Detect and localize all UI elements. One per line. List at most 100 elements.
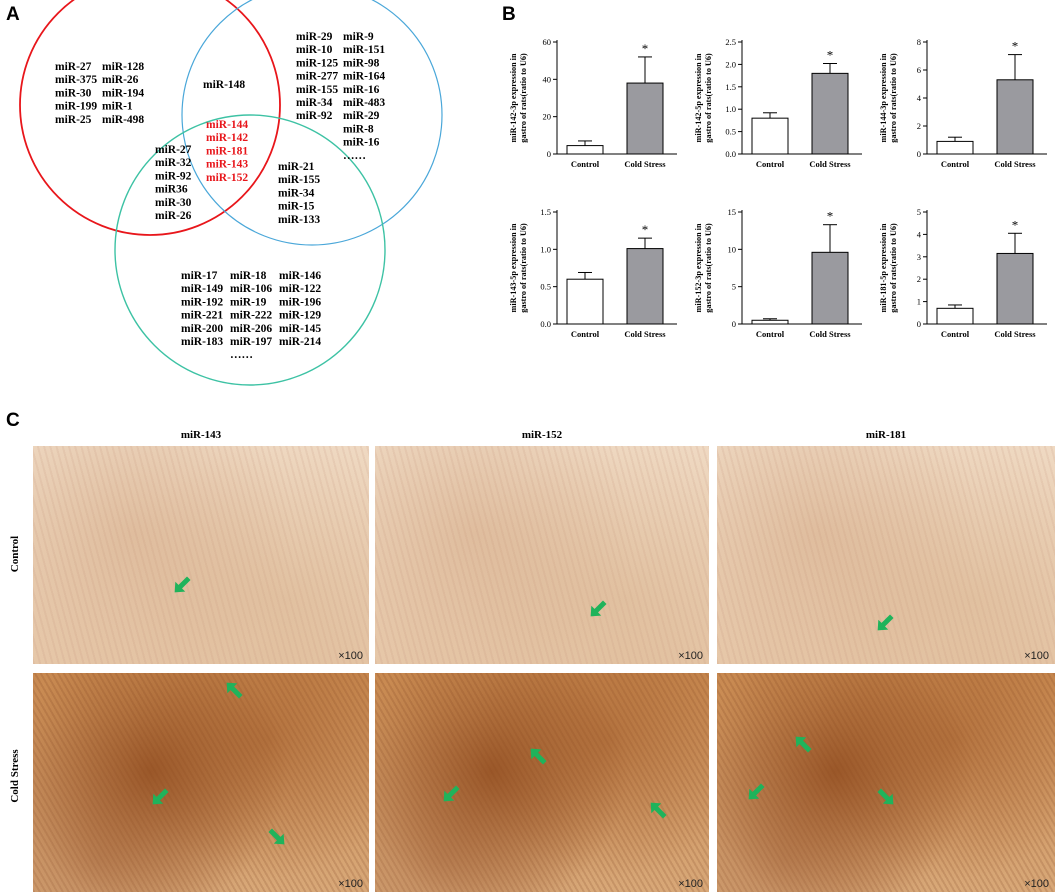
venn-circle-green bbox=[114, 114, 386, 386]
micrograph-control-mir-181: ×100 bbox=[717, 446, 1055, 664]
column-title-mir-143: miR-143 bbox=[180, 429, 222, 441]
venn-blue-only-item: …… bbox=[343, 150, 366, 162]
green-arrow-icon bbox=[650, 802, 667, 819]
venn-red-only-item: miR-25 bbox=[55, 114, 92, 126]
y-axis-label: miR-152-3p expression ingastro of rats(r… bbox=[694, 223, 713, 313]
venn-green-only-item: miR-214 bbox=[279, 336, 321, 348]
x-tick-label: Control bbox=[756, 159, 785, 169]
venn-shared-item: miR-181 bbox=[206, 145, 248, 157]
magnification-label: ×100 bbox=[338, 878, 363, 890]
venn-green-only-item: miR-197 bbox=[230, 336, 272, 348]
venn-red-green-item: miR36 bbox=[155, 184, 188, 196]
venn-green-only-item: miR-149 bbox=[181, 283, 223, 295]
y-tick-label: 4 bbox=[917, 93, 922, 103]
venn-blue-green-item: miR-155 bbox=[278, 174, 320, 186]
venn-green-only-item: miR-106 bbox=[230, 283, 272, 295]
venn-blue-only-item: miR-164 bbox=[343, 71, 385, 83]
venn-shared-item: miR-152 bbox=[206, 172, 248, 184]
venn-blue-only-item: miR-29 bbox=[343, 110, 380, 122]
column-title-mir-152: miR-152 bbox=[521, 429, 563, 441]
venn-red-only-item: miR-199 bbox=[55, 101, 97, 113]
green-arrow-icon bbox=[174, 576, 191, 593]
venn-shared-item: miR-144 bbox=[206, 119, 248, 131]
venn-green-only-item: miR-122 bbox=[279, 283, 321, 295]
venn-blue-only-item: miR-8 bbox=[343, 123, 374, 135]
venn-green-only-item: miR-221 bbox=[181, 310, 223, 322]
venn-red-only-item: miR-375 bbox=[55, 74, 97, 86]
y-tick-label: 5 bbox=[732, 282, 736, 292]
y-tick-label: 2.0 bbox=[725, 59, 736, 69]
y-tick-label: 0.0 bbox=[725, 149, 736, 159]
y-tick-label: 20 bbox=[543, 112, 552, 122]
x-tick-label: Control bbox=[941, 329, 970, 339]
x-tick-label: Cold Stress bbox=[809, 159, 851, 169]
y-axis-label: miR-181-5p expression ingastro of rats(r… bbox=[879, 223, 898, 313]
green-arrow-icon bbox=[748, 783, 765, 800]
significance-marker: * bbox=[1012, 39, 1019, 54]
y-tick-label: 60 bbox=[543, 37, 552, 47]
micrograph-cold-stress-mir-181: ×100 bbox=[717, 673, 1055, 892]
y-axis-label: miR-142-5p expression ingastro of rats(r… bbox=[694, 53, 713, 143]
row-label-cold-stress: Cold Stress bbox=[9, 749, 21, 803]
y-tick-label: 1 bbox=[917, 297, 921, 307]
panel-label-c: C bbox=[6, 410, 20, 431]
venn-green-only-item: miR-206 bbox=[230, 323, 272, 335]
bar-chart-6: miR-181-5p expression ingastro of rats(r… bbox=[875, 200, 1057, 375]
venn-blue-green-item: miR-15 bbox=[278, 201, 315, 213]
y-tick-label: 40 bbox=[543, 74, 552, 84]
y-tick-label: 0 bbox=[547, 149, 551, 159]
venn-green-only-item: miR-145 bbox=[279, 323, 321, 335]
significance-marker: * bbox=[1012, 217, 1019, 232]
y-tick-label: 5 bbox=[917, 207, 921, 217]
venn-red-only-item: miR-27 bbox=[55, 61, 92, 73]
y-axis-label: miR-143-5p expression ingastro of rats(r… bbox=[509, 223, 528, 313]
bar-chart-4: miR-143-5p expression ingastro of rats(r… bbox=[505, 200, 687, 375]
venn-blue-only-item: miR-155 bbox=[296, 84, 338, 96]
venn-red-green-item: miR-92 bbox=[155, 170, 192, 182]
venn-green-only-item: miR-192 bbox=[181, 296, 223, 308]
y-tick-label: 15 bbox=[728, 207, 737, 217]
y-tick-label: 2.5 bbox=[725, 37, 736, 47]
venn-green-only-item: miR-146 bbox=[279, 270, 321, 282]
y-tick-label: 3 bbox=[917, 252, 921, 262]
y-axis-label: miR-142-3p expression ingastro of rats(r… bbox=[509, 53, 528, 143]
y-tick-label: 0.5 bbox=[725, 127, 736, 137]
y-tick-label: 0 bbox=[917, 319, 921, 329]
bar-chart-1: miR-142-3p expression ingastro of rats(r… bbox=[505, 30, 687, 205]
venn-blue-only-item: miR-98 bbox=[343, 57, 380, 69]
y-tick-label: 0.0 bbox=[540, 319, 551, 329]
venn-circle-red bbox=[19, 0, 281, 236]
panel-label-a: A bbox=[6, 4, 20, 25]
bar-control bbox=[936, 140, 974, 155]
magnification-label: ×100 bbox=[678, 650, 703, 662]
y-tick-label: 0 bbox=[917, 149, 921, 159]
y-tick-label: 1.5 bbox=[725, 82, 736, 92]
venn-green-only-item: miR-200 bbox=[181, 323, 223, 335]
x-tick-label: Cold Stress bbox=[624, 329, 666, 339]
bar-chart-3: miR-144-3p expression ingastro of rats(r… bbox=[875, 30, 1057, 205]
bar-cold-stress bbox=[811, 72, 849, 155]
bar-control bbox=[751, 319, 789, 325]
venn-blue-green-item: miR-21 bbox=[278, 161, 315, 173]
venn-green-only-item: miR-17 bbox=[181, 270, 218, 282]
bar-cold-stress bbox=[996, 252, 1034, 325]
venn-blue-only-item: miR-16 bbox=[343, 84, 380, 96]
y-tick-label: 8 bbox=[917, 37, 921, 47]
venn-green-only-item: miR-183 bbox=[181, 336, 223, 348]
venn-blue-only-item: miR-10 bbox=[296, 44, 333, 56]
y-tick-label: 2 bbox=[917, 121, 921, 131]
bar-control bbox=[751, 117, 789, 155]
significance-marker: * bbox=[642, 41, 649, 56]
venn-blue-only-item: miR-16 bbox=[343, 137, 380, 149]
y-tick-label: 1.0 bbox=[725, 104, 736, 114]
bar-control bbox=[936, 307, 974, 325]
x-tick-label: Cold Stress bbox=[809, 329, 851, 339]
venn-blue-only-item: miR-151 bbox=[343, 44, 385, 56]
green-arrow-icon bbox=[268, 828, 285, 845]
significance-marker: * bbox=[642, 222, 649, 237]
green-arrow-icon bbox=[226, 682, 243, 699]
venn-diagram: miR-27miR-375miR-30miR-199miR-25miR-128m… bbox=[19, 0, 443, 386]
venn-red-only-item: miR-26 bbox=[102, 74, 139, 86]
panel-label-b: B bbox=[502, 4, 516, 25]
green-arrow-icon bbox=[443, 785, 460, 802]
